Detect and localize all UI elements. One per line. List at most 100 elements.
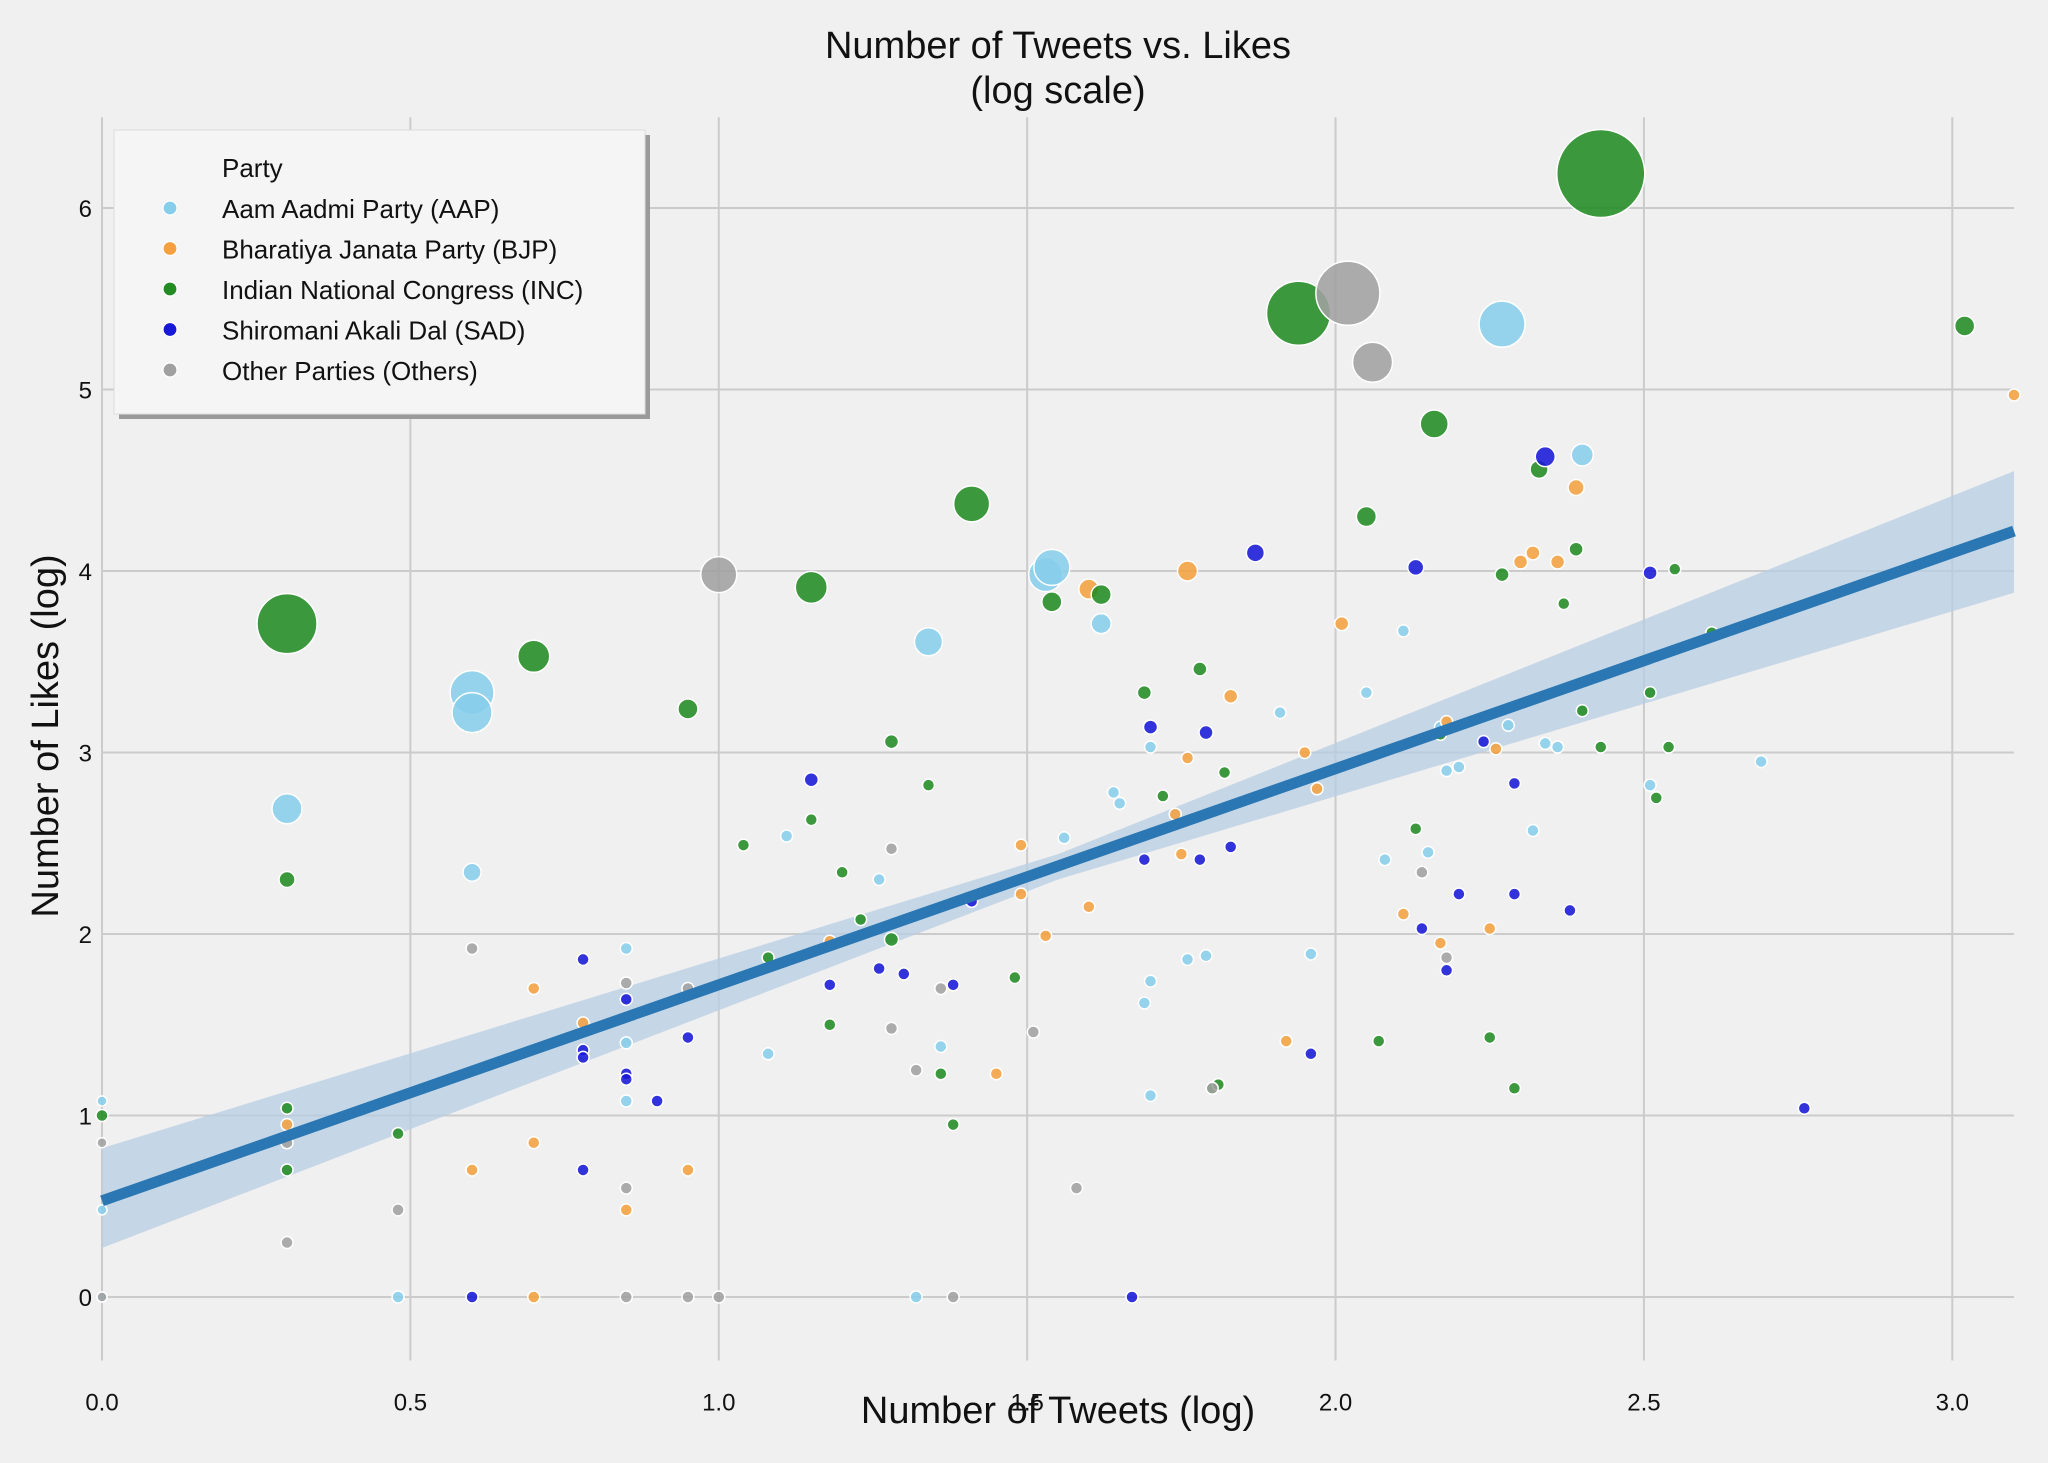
point-aap bbox=[1570, 443, 1595, 467]
point-inc bbox=[280, 1163, 294, 1177]
point-inc bbox=[946, 1117, 960, 1132]
point-aap bbox=[779, 829, 794, 843]
point-aap bbox=[909, 1290, 923, 1304]
point-bjp bbox=[465, 1163, 479, 1177]
point-sad bbox=[1797, 1101, 1812, 1115]
point-inc bbox=[736, 838, 751, 852]
legend-entry-label: Aam Aadmi Party (AAP) bbox=[222, 194, 499, 224]
point-inc bbox=[1643, 685, 1657, 700]
point-aap bbox=[96, 1095, 108, 1107]
point-bjp bbox=[1038, 929, 1053, 943]
legend-entry-label: Bharatiya Janata Party (BJP) bbox=[222, 235, 557, 265]
point-inc bbox=[1041, 591, 1063, 613]
point-aap bbox=[271, 793, 303, 825]
point-bjp bbox=[1279, 1034, 1293, 1048]
point-sad bbox=[650, 1094, 664, 1108]
legend-marker bbox=[162, 281, 178, 297]
point-inc bbox=[804, 812, 819, 827]
point-sad bbox=[1304, 1047, 1318, 1061]
point-aap bbox=[1143, 974, 1158, 988]
point-inc bbox=[1008, 970, 1022, 985]
point-bjp bbox=[989, 1067, 1004, 1081]
point-inc bbox=[1136, 684, 1153, 701]
point-inc bbox=[823, 1018, 837, 1032]
point-others bbox=[619, 1181, 634, 1195]
point-inc bbox=[677, 698, 699, 720]
point-bjp bbox=[526, 1135, 541, 1150]
point-others bbox=[1205, 1081, 1219, 1096]
point-aap bbox=[1057, 831, 1071, 845]
point-inc bbox=[95, 1108, 109, 1123]
point-aap bbox=[1359, 685, 1374, 700]
point-inc bbox=[921, 778, 936, 792]
point-aap bbox=[1199, 949, 1213, 963]
x-tick-label: 2.0 bbox=[1319, 1390, 1352, 1417]
point-bjp bbox=[1525, 545, 1541, 561]
legend-marker bbox=[162, 200, 178, 216]
point-aap bbox=[1643, 778, 1657, 792]
point-sad bbox=[1193, 852, 1207, 867]
point-inc bbox=[1507, 1081, 1522, 1096]
y-tick-label: 0 bbox=[79, 1285, 92, 1312]
point-inc bbox=[1090, 583, 1112, 606]
point-bjp bbox=[2007, 388, 2021, 402]
point-aap bbox=[1112, 796, 1127, 811]
point-sad bbox=[1507, 887, 1522, 901]
point-inc bbox=[391, 1126, 405, 1141]
point-sad bbox=[1245, 543, 1266, 563]
point-inc bbox=[934, 1067, 948, 1081]
point-inc bbox=[1661, 740, 1676, 754]
point-aap bbox=[1538, 736, 1553, 751]
point-inc bbox=[256, 592, 318, 655]
point-sad bbox=[681, 1030, 695, 1045]
point-bjp bbox=[1396, 907, 1411, 921]
point-aap bbox=[619, 1036, 634, 1050]
point-bjp bbox=[1180, 751, 1195, 765]
point-inc bbox=[952, 485, 991, 523]
y-tick-label: 3 bbox=[79, 741, 92, 768]
point-aap bbox=[1106, 785, 1121, 800]
point-inc bbox=[1156, 789, 1170, 803]
tick-labels: 0.0 0.5 1.0 1.5 2.0 2.5 3.0 0 1 2 3 4 5 6 bbox=[79, 196, 1969, 1417]
point-bjp bbox=[1222, 688, 1239, 704]
point-inc bbox=[1953, 315, 1976, 337]
x-axis-label: Number of Tweets (log) bbox=[861, 1390, 1255, 1432]
point-sad bbox=[1534, 445, 1557, 468]
point-inc bbox=[883, 733, 900, 750]
point-aap bbox=[1143, 1088, 1158, 1103]
point-sad bbox=[1452, 887, 1466, 901]
point-inc bbox=[1419, 409, 1449, 439]
point-sad bbox=[1507, 776, 1522, 791]
point-others bbox=[934, 981, 948, 996]
point-others bbox=[909, 1063, 923, 1077]
y-axis-label: Number of Likes (log) bbox=[25, 554, 67, 917]
point-inc bbox=[883, 931, 900, 948]
point-aap bbox=[913, 627, 944, 657]
point-aap bbox=[1501, 718, 1515, 733]
point-bjp bbox=[1482, 921, 1497, 936]
point-sad bbox=[619, 1072, 634, 1086]
point-sad bbox=[1563, 903, 1577, 918]
x-tick-label: 0.5 bbox=[394, 1390, 427, 1417]
legend-marker bbox=[162, 240, 178, 257]
y-tick-label: 5 bbox=[79, 378, 92, 405]
point-others bbox=[1026, 1025, 1041, 1039]
point-others bbox=[884, 841, 899, 856]
point-bjp bbox=[1489, 742, 1503, 756]
x-tick-label: 1.0 bbox=[702, 1390, 735, 1417]
point-aap bbox=[1396, 624, 1411, 638]
point-sad bbox=[576, 1050, 590, 1065]
regression-line bbox=[100, 525, 2016, 1206]
point-bjp bbox=[1082, 900, 1096, 914]
point-sad bbox=[465, 1290, 479, 1304]
point-others bbox=[619, 1290, 634, 1304]
point-sad bbox=[1439, 963, 1454, 978]
point-sad bbox=[1223, 840, 1238, 854]
point-others bbox=[465, 941, 479, 956]
point-aap bbox=[462, 862, 482, 883]
point-inc bbox=[280, 1101, 294, 1115]
point-inc bbox=[1649, 791, 1664, 805]
point-sad bbox=[576, 1163, 590, 1177]
point-aap bbox=[872, 872, 886, 887]
y-tick-label: 6 bbox=[79, 196, 92, 223]
